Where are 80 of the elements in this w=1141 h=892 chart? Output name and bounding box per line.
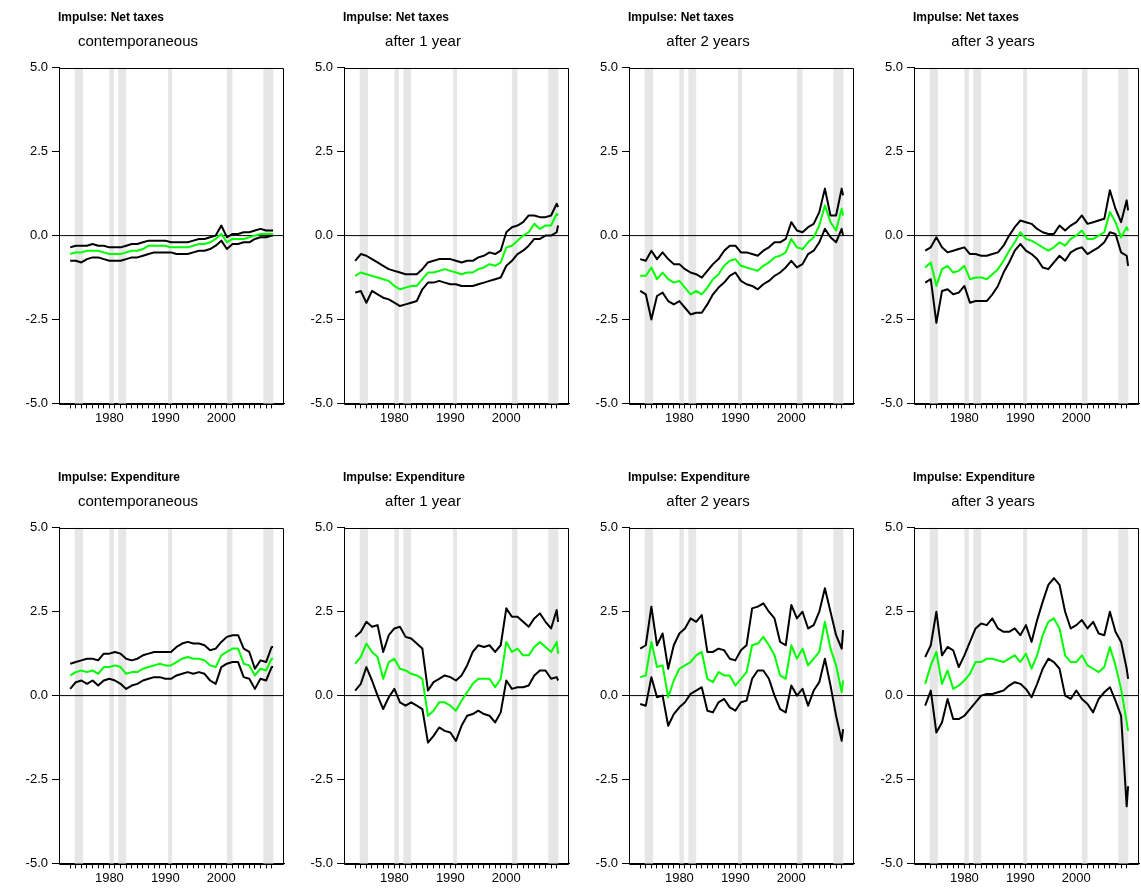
y-tick-label: -2.5	[880, 771, 903, 787]
chart-subtitle: after 2 years	[665, 32, 751, 49]
y-tick-label: 5.0	[29, 59, 48, 75]
x-tick-label: 2000	[206, 409, 236, 425]
y-tick-label: 2.5	[599, 603, 618, 619]
y-tick-label: 0.0	[599, 227, 618, 243]
y-tick-label: 0.0	[599, 687, 618, 703]
chart-subtitle: after 3 years	[950, 492, 1036, 509]
chart-subtitle: after 3 years	[950, 32, 1036, 49]
y-tick-label: 0.0	[884, 227, 903, 243]
x-tick-label: 1990	[150, 869, 180, 885]
x-tick-label: 1990	[150, 409, 180, 425]
y-tick-label: -5.0	[25, 854, 48, 870]
y-tick-label: 2.5	[599, 143, 618, 159]
y-tick-label: -2.5	[25, 311, 48, 327]
y-tick-label: 2.5	[29, 603, 48, 619]
x-tick-label: 1980	[94, 869, 124, 885]
y-tick-label: 2.5	[29, 143, 48, 159]
y-tick-label: -5.0	[310, 854, 333, 870]
x-tick-label: 2000	[776, 869, 806, 885]
y-tick-label: 5.0	[314, 59, 333, 75]
chart-title: Impulse: Expenditure	[913, 470, 1036, 484]
chart-title: Impulse: Expenditure	[343, 470, 466, 484]
x-tick-label: 2000	[491, 409, 521, 425]
y-tick-label: -5.0	[880, 854, 903, 870]
x-tick-label: 1990	[435, 869, 465, 885]
x-tick-label: 1980	[664, 869, 694, 885]
x-tick-label: 1980	[664, 409, 694, 425]
x-tick-label: 2000	[491, 869, 521, 885]
y-tick-label: 5.0	[884, 519, 903, 535]
x-tick-label: 1980	[379, 869, 409, 885]
chart-title: Impulse: Expenditure	[58, 470, 181, 484]
y-tick-label: 5.0	[314, 519, 333, 535]
x-tick-label: 1980	[949, 869, 979, 885]
y-tick-label: -2.5	[310, 311, 333, 327]
x-tick-label: 1980	[379, 409, 409, 425]
chart-title: Impulse: Net taxes	[58, 10, 165, 24]
y-tick-label: 0.0	[314, 227, 333, 243]
y-tick-label: 2.5	[314, 603, 333, 619]
x-tick-label: 1980	[94, 409, 124, 425]
y-tick-label: 2.5	[314, 143, 333, 159]
y-tick-label: -5.0	[25, 394, 48, 410]
x-tick-label: 2000	[206, 869, 236, 885]
y-tick-label: 2.5	[884, 143, 903, 159]
y-tick-label: -2.5	[595, 771, 618, 787]
y-tick-label: 2.5	[884, 603, 903, 619]
y-tick-label: -2.5	[880, 311, 903, 327]
x-tick-label: 1980	[949, 409, 979, 425]
x-tick-label: 1990	[1005, 869, 1035, 885]
y-tick-label: 5.0	[599, 519, 618, 535]
chart-subtitle: after 1 year	[384, 32, 462, 49]
y-tick-label: -2.5	[25, 771, 48, 787]
y-tick-label: 0.0	[29, 687, 48, 703]
y-tick-label: 0.0	[29, 227, 48, 243]
x-tick-label: 1990	[1005, 409, 1035, 425]
chart-title: Impulse: Net taxes	[343, 10, 450, 24]
y-tick-label: 5.0	[29, 519, 48, 535]
y-tick-label: 5.0	[599, 59, 618, 75]
chart-subtitle: after 1 year	[384, 492, 462, 509]
y-tick-label: -2.5	[595, 311, 618, 327]
y-tick-label: -5.0	[595, 394, 618, 410]
x-tick-label: 2000	[776, 409, 806, 425]
y-tick-label: 5.0	[884, 59, 903, 75]
y-tick-label: 0.0	[884, 687, 903, 703]
x-tick-label: 2000	[1061, 409, 1091, 425]
chart-title: Impulse: Expenditure	[628, 470, 751, 484]
y-tick-label: 0.0	[314, 687, 333, 703]
x-tick-label: 1990	[435, 409, 465, 425]
y-tick-label: -5.0	[595, 854, 618, 870]
y-tick-label: -2.5	[310, 771, 333, 787]
y-tick-label: -5.0	[310, 394, 333, 410]
chart-title: Impulse: Net taxes	[628, 10, 735, 24]
chart-title: Impulse: Net taxes	[913, 10, 1020, 24]
y-tick-label: -5.0	[880, 394, 903, 410]
chart-subtitle: after 2 years	[665, 492, 751, 509]
x-tick-label: 2000	[1061, 869, 1091, 885]
x-tick-label: 1990	[720, 409, 750, 425]
chart-subtitle: contemporaneous	[76, 492, 200, 509]
x-tick-label: 1990	[720, 869, 750, 885]
chart-subtitle: contemporaneous	[76, 32, 200, 49]
